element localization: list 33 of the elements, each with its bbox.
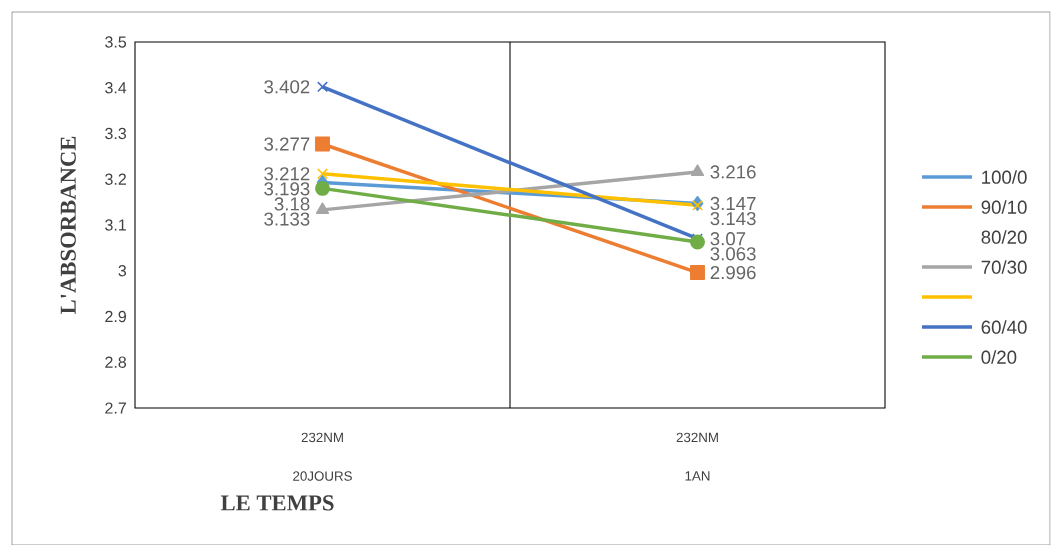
- data-label: 3.18: [274, 197, 310, 211]
- y-tick-label: 2.7: [105, 402, 126, 414]
- y-tick-label: 3.2: [105, 173, 126, 185]
- legend-label: 0/20: [981, 350, 1017, 364]
- y-tick-label: 2.8: [105, 356, 127, 368]
- data-label: 3.133: [264, 212, 310, 226]
- y-tick-label: 2.9: [105, 310, 126, 323]
- data-label: 3.216: [710, 165, 756, 179]
- x-axis-title: LE TEMPS: [220, 495, 334, 511]
- legend-label: 100/0: [982, 170, 1027, 184]
- legend-label: 90/10: [981, 200, 1027, 214]
- text: 80/20: [981, 230, 1027, 244]
- x-tick-label: 1AN: [685, 471, 710, 481]
- y-axis-title: L'ABSORBANCE: [60, 136, 76, 315]
- y-tick-label: 3.3: [105, 127, 127, 140]
- data-label: 3.07: [710, 232, 746, 246]
- y-tick-label: 3.1: [105, 219, 126, 231]
- data-label: 3.212: [264, 167, 310, 181]
- legend-label: 60/40: [981, 320, 1027, 334]
- y-tick-label: 3: [118, 265, 127, 277]
- legend-label: 70/30: [981, 260, 1027, 274]
- data-label: 3.147: [710, 196, 756, 211]
- y-tick-label: 3.5: [105, 36, 127, 48]
- text: 232NM: [301, 432, 343, 443]
- data-label: 3.063: [710, 247, 756, 261]
- y-tick-label: 3.4: [105, 82, 127, 94]
- text: 232NM: [676, 432, 718, 443]
- data-label: 3.193: [264, 182, 310, 196]
- data-label: 3.143: [710, 211, 756, 226]
- data-label: 3.402: [264, 80, 310, 94]
- data-label: 3.277: [264, 137, 310, 151]
- x-tick-label: 20JOURS: [293, 471, 352, 481]
- data-label: 2.996: [710, 265, 756, 280]
